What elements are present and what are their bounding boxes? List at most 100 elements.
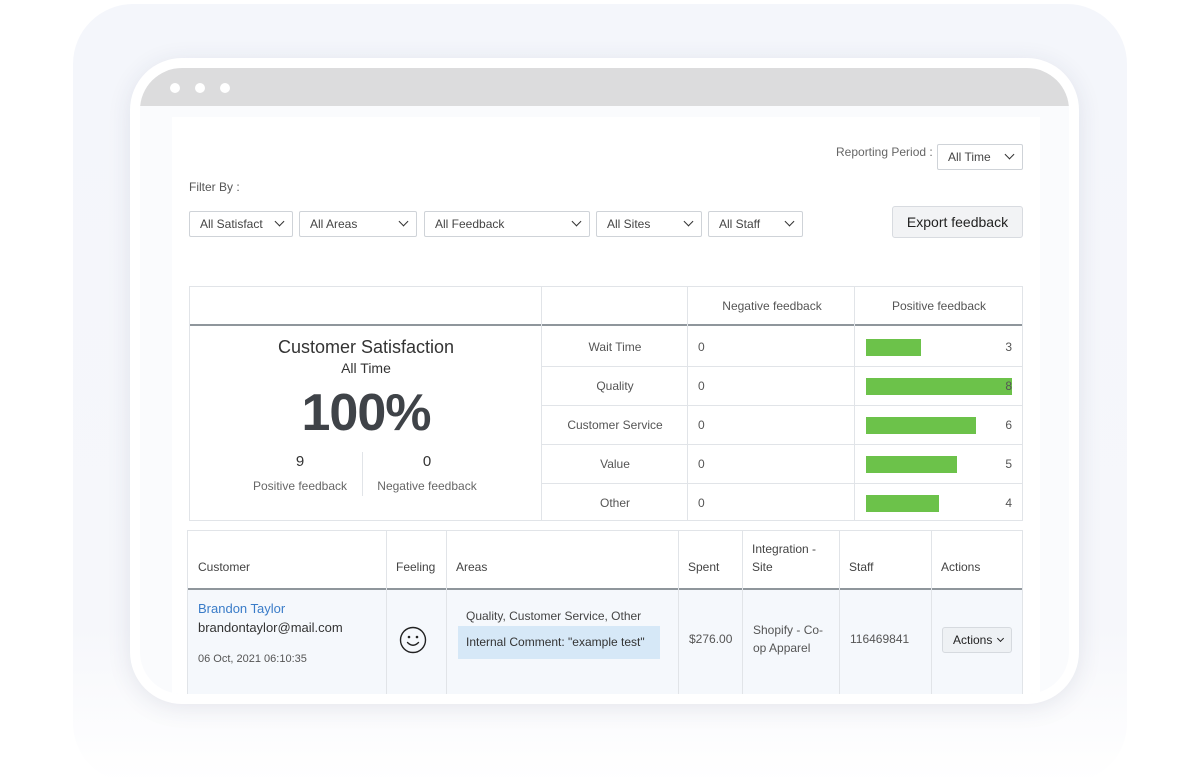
column-divider <box>678 531 679 694</box>
feedback-areas: Quality, Customer Service, Other <box>466 609 642 623</box>
staff-filter-value: All Staff <box>719 217 761 231</box>
sites-filter-value: All Sites <box>607 217 651 231</box>
breakdown-row: Wait Time 0 3 <box>542 328 1022 367</box>
breakdown-area-label: Quality <box>596 379 634 393</box>
chevron-down-icon <box>1004 149 1015 160</box>
breakdown-row: Value 0 5 <box>542 445 1022 484</box>
breakdown-row: Quality 0 8 <box>542 367 1022 406</box>
chevron-down-icon <box>784 216 795 227</box>
positive-feedback-header: Positive feedback <box>891 299 987 313</box>
integration-header-line2: Site <box>752 560 773 574</box>
reporting-period-select[interactable]: All Time <box>937 144 1023 170</box>
negative-feedback-value: 0 <box>698 340 705 354</box>
browser-window: Reporting Period : All Time Filter By : … <box>140 68 1069 694</box>
overview-divider <box>362 452 363 496</box>
positive-feedback-value: 4 <box>1005 496 1012 510</box>
table-header-divider <box>188 588 1022 590</box>
positive-feedback-bar <box>866 378 1012 395</box>
feeling-column-header: Feeling <box>386 531 446 588</box>
positive-feedback-bar <box>866 417 976 434</box>
actions-column-header: Actions <box>931 531 1022 588</box>
column-divider <box>446 531 447 694</box>
negative-count: 0 <box>422 453 432 470</box>
areas-filter-value: All Areas <box>310 217 358 231</box>
positive-count: 9 <box>295 453 305 470</box>
satisfaction-summary: Customer Satisfaction All Time 100% 9 Po… <box>189 286 1023 521</box>
negative-feedback-value: 0 <box>698 496 705 510</box>
actions-header-text: Actions <box>941 560 981 574</box>
window-dot-icon <box>170 83 180 93</box>
negative-feedback-value: 0 <box>698 418 705 432</box>
breakdown-header: Negative feedback Positive feedback <box>542 287 1022 326</box>
actions-button-label: Actions <box>953 633 993 647</box>
column-divider <box>931 531 932 694</box>
feedback-dashboard: Reporting Period : All Time Filter By : … <box>172 117 1040 694</box>
positive-feedback-value: 6 <box>1005 418 1012 432</box>
breakdown-row: Customer Service 0 6 <box>542 406 1022 445</box>
column-divider <box>386 531 387 694</box>
breakdown-area-label: Wait Time <box>588 340 642 354</box>
staff-filter-select[interactable]: All Staff <box>708 211 803 237</box>
negative-feedback-header: Negative feedback <box>722 299 822 313</box>
site-line1: Shopify - Co- <box>753 623 824 637</box>
integration-site-header-text: Integration - Site <box>752 540 816 576</box>
negative-feedback-value: 0 <box>698 457 705 471</box>
feedback-filter-select[interactable]: All Feedback <box>424 211 590 237</box>
chevron-down-icon <box>398 216 409 227</box>
site-line2: op Apparel <box>753 641 811 655</box>
column-divider <box>854 287 855 520</box>
feeling-header-text: Feeling <box>396 560 436 574</box>
window-titlebar <box>140 68 1069 106</box>
areas-column-header: Areas <box>446 531 678 588</box>
table-row: Brandon Taylor brandontaylor@mail.com 06… <box>188 590 1022 694</box>
sites-filter-select[interactable]: All Sites <box>596 211 702 237</box>
internal-comment: Internal Comment: "example test" <box>458 626 660 659</box>
satisfaction-overview: Customer Satisfaction All Time 100% 9 Po… <box>190 287 542 520</box>
integration-site-value: Shopify - Co-op Apparel <box>753 621 823 657</box>
window-dot-icon <box>220 83 230 93</box>
staff-column-header: Staff <box>839 531 931 588</box>
feedback-table: Customer Feeling Areas Spent Integration… <box>187 530 1023 694</box>
smiley-icon <box>399 626 427 659</box>
integration-header-line1: Integration - <box>752 542 817 556</box>
actions-dropdown-button[interactable]: Actions <box>942 627 1012 653</box>
filter-by-label: Filter By : <box>189 180 240 194</box>
integration-site-column-header: Integration - Site <box>742 531 839 588</box>
negative-feedback-value: 0 <box>698 379 705 393</box>
positive-feedback-value: 5 <box>1005 457 1012 471</box>
chevron-down-icon <box>683 216 694 227</box>
chevron-down-icon <box>274 216 285 227</box>
feedback-date: 06 Oct, 2021 06:10:35 <box>198 653 307 665</box>
spent-header-text: Spent <box>688 560 720 574</box>
export-feedback-button[interactable]: Export feedback <box>892 206 1023 238</box>
column-divider <box>687 287 688 520</box>
positive-count-label: Positive feedback <box>252 479 348 493</box>
breakdown-area-label: Value <box>600 457 630 471</box>
spent-value: $276.00 <box>689 632 733 646</box>
overview-header <box>190 287 541 326</box>
satisfaction-filter-select[interactable]: All Satisfact <box>189 211 293 237</box>
window-dot-icon <box>195 83 205 93</box>
area-breakdown-table: Negative feedback Positive feedback Wait… <box>542 287 1022 520</box>
spent-column-header: Spent <box>678 531 742 588</box>
customer-name-link[interactable]: Brandon Taylor <box>198 601 286 616</box>
customer-header-text: Customer <box>198 560 251 574</box>
chevron-down-icon <box>571 216 582 227</box>
satisfaction-percent: 100% <box>301 384 432 442</box>
column-divider <box>839 531 840 694</box>
customer-email: brandontaylor@mail.com <box>198 620 343 635</box>
areas-filter-select[interactable]: All Areas <box>299 211 417 237</box>
positive-feedback-value: 8 <box>1005 379 1012 393</box>
positive-feedback-bar <box>866 456 957 473</box>
positive-feedback-bar <box>866 339 921 356</box>
satisfaction-filter-value: All Satisfact <box>200 217 263 231</box>
reporting-period-value: All Time <box>948 150 991 164</box>
breakdown-area-label: Customer Service <box>567 418 663 432</box>
feedback-filter-value: All Feedback <box>435 217 505 231</box>
areas-header-text: Areas <box>456 560 488 574</box>
device-frame: Reporting Period : All Time Filter By : … <box>130 58 1079 704</box>
satisfaction-title: Customer Satisfaction <box>277 337 455 357</box>
staff-value: 116469841 <box>850 632 910 646</box>
customer-column-header: Customer <box>188 531 386 588</box>
column-divider <box>742 531 743 694</box>
